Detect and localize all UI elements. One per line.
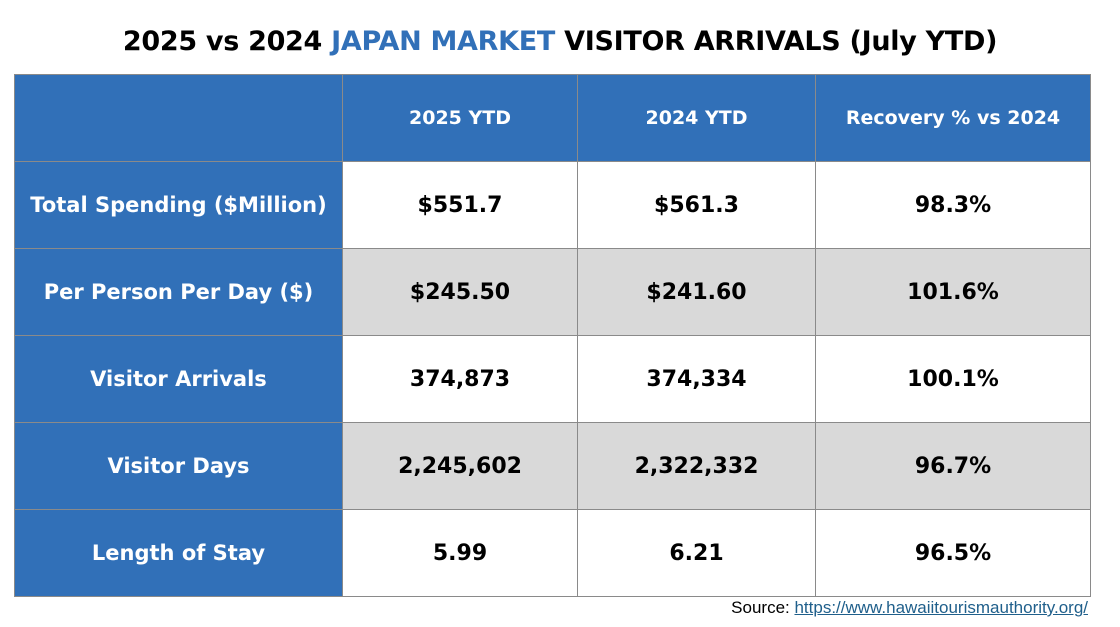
row-label-total-spending: Total Spending ($Million) (14, 161, 343, 249)
row-label-visitor-days: Visitor Days (14, 422, 343, 510)
source-link[interactable]: https://www.hawaiitourismauthority.org/ (794, 598, 1088, 617)
cell-2025: 5.99 (342, 509, 578, 597)
cell-2024: 374,334 (577, 335, 816, 423)
cell-2025: 374,873 (342, 335, 578, 423)
cell-recovery: 101.6% (815, 248, 1091, 336)
comparison-table: 2025 YTD 2024 YTD Recovery % vs 2024 Tot… (14, 74, 1091, 597)
header-2024-ytd: 2024 YTD (577, 74, 816, 162)
source-note: Source: https://www.hawaiitourismauthori… (731, 598, 1088, 618)
title-prefix: 2025 vs 2024 (122, 26, 332, 57)
header-corner (14, 74, 343, 162)
title-highlight: JAPAN MARKET (331, 26, 556, 57)
table-row: Total Spending ($Million) $551.7 $561.3 … (14, 161, 1091, 249)
cell-recovery: 96.7% (815, 422, 1091, 510)
cell-2025: $245.50 (342, 248, 578, 336)
header-recovery: Recovery % vs 2024 (815, 74, 1091, 162)
cell-2025: 2,245,602 (342, 422, 578, 510)
header-row: 2025 YTD 2024 YTD Recovery % vs 2024 (14, 74, 1091, 162)
table-row: Visitor Arrivals 374,873 374,334 100.1% (14, 335, 1091, 423)
cell-2024: $561.3 (577, 161, 816, 249)
cell-recovery: 98.3% (815, 161, 1091, 249)
table-row: Visitor Days 2,245,602 2,322,332 96.7% (14, 422, 1091, 510)
row-label-length-of-stay: Length of Stay (14, 509, 343, 597)
cell-2024: 2,322,332 (577, 422, 816, 510)
page-title: 2025 vs 2024 JAPAN MARKET VISITOR ARRIVA… (0, 26, 1120, 57)
cell-recovery: 100.1% (815, 335, 1091, 423)
table-row: Per Person Per Day ($) $245.50 $241.60 1… (14, 248, 1091, 336)
title-suffix: VISITOR ARRIVALS (July YTD) (555, 26, 998, 57)
cell-recovery: 96.5% (815, 509, 1091, 597)
header-2025-ytd: 2025 YTD (342, 74, 578, 162)
cell-2025: $551.7 (342, 161, 578, 249)
row-label-visitor-arrivals: Visitor Arrivals (14, 335, 343, 423)
table-row: Length of Stay 5.99 6.21 96.5% (14, 509, 1091, 597)
row-label-per-person-per-day: Per Person Per Day ($) (14, 248, 343, 336)
cell-2024: 6.21 (577, 509, 816, 597)
cell-2024: $241.60 (577, 248, 816, 336)
source-label: Source: (731, 598, 795, 617)
